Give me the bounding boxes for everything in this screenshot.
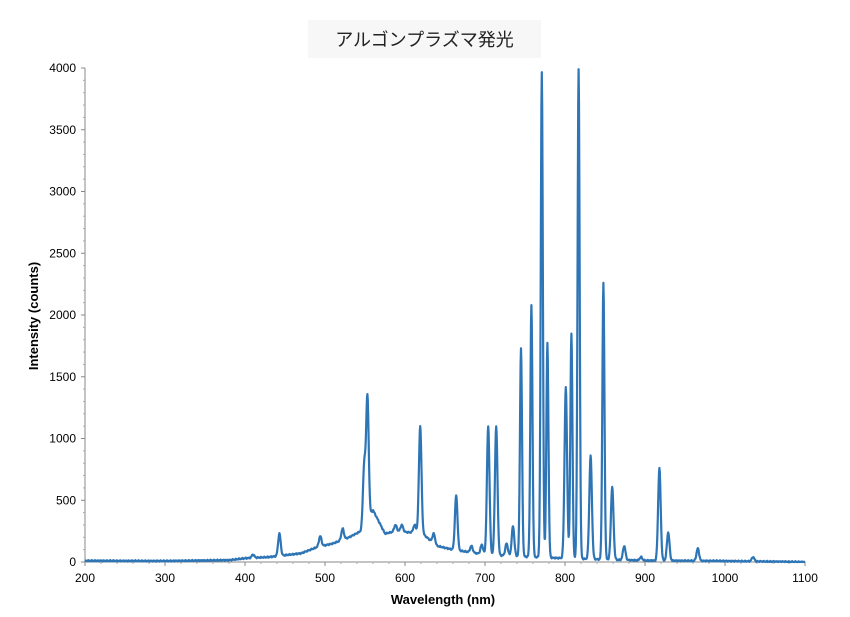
axes: 0 500 1000 1500 2000 2500 3000 3500 4000 200 300 40… xyxy=(49,61,818,585)
x-tick-label: 500 xyxy=(315,571,335,585)
x-tick-label: 1100 xyxy=(792,571,818,585)
plot-area xyxy=(84,68,806,564)
y-axis-title: Intensity (counts) xyxy=(26,262,41,370)
y-tick-label: 2000 xyxy=(49,308,76,322)
y-tick-label: 3500 xyxy=(49,123,76,137)
x-tick-label: 200 xyxy=(75,571,95,585)
y-tick-label: 1000 xyxy=(49,432,76,446)
x-tick-label: 600 xyxy=(395,571,415,585)
x-tick-label: 400 xyxy=(235,571,255,585)
y-tick-label: 3000 xyxy=(49,185,76,199)
x-tick-label: 800 xyxy=(555,571,575,585)
spectrum-line xyxy=(84,68,806,564)
x-tick-label: 1000 xyxy=(712,571,739,585)
x-tick-label: 900 xyxy=(635,571,655,585)
y-tick-label: 2500 xyxy=(49,246,76,260)
y-tick-label: 0 xyxy=(69,555,76,569)
x-tick-label: 700 xyxy=(475,571,495,585)
y-tick-label: 4000 xyxy=(49,61,76,75)
y-tick-label: 1500 xyxy=(49,370,76,384)
x-tick-label: 300 xyxy=(155,571,175,585)
y-tick-label: 500 xyxy=(56,493,76,507)
chart-title: アルゴンプラズマ発光 xyxy=(308,20,541,58)
x-axis-title: Wavelength (nm) xyxy=(391,592,495,607)
